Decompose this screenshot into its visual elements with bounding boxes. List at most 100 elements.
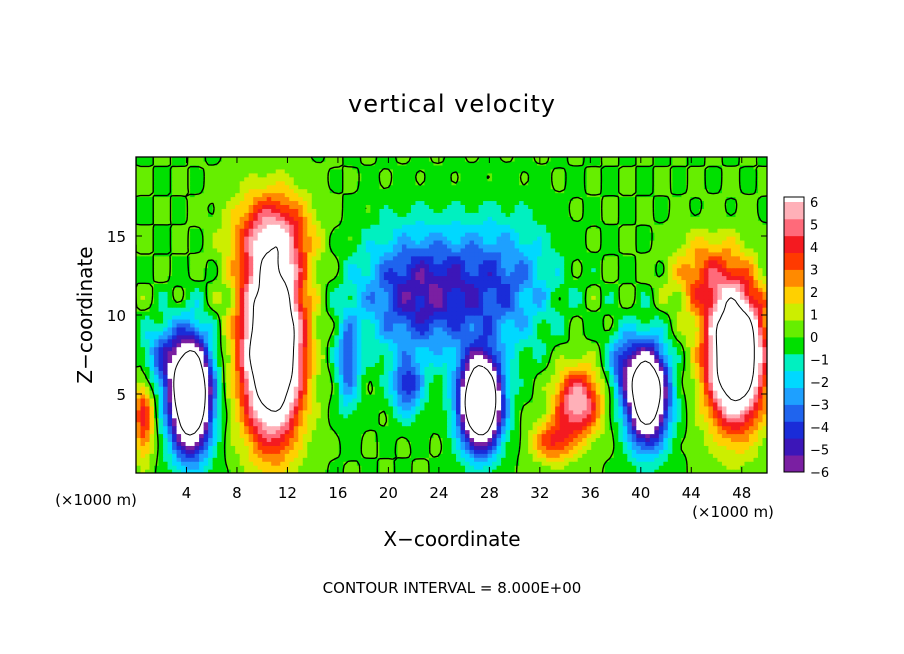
field-cell [573, 394, 578, 399]
field-cell [708, 445, 713, 450]
field-cell [528, 445, 533, 450]
field-cell [537, 386, 542, 391]
field-cell [735, 366, 740, 371]
field-cell [159, 422, 164, 427]
field-cell [699, 406, 704, 411]
field-cell [195, 461, 200, 466]
field-cell [307, 449, 312, 454]
field-cell [352, 402, 357, 407]
field-cell [713, 414, 718, 419]
field-cell [636, 378, 641, 383]
field-cell [600, 457, 605, 462]
field-cell [384, 386, 389, 391]
field-cell [334, 441, 339, 446]
field-cell [168, 430, 173, 435]
field-cell [654, 390, 659, 395]
field-cell [258, 378, 263, 383]
field-cell [537, 351, 542, 356]
field-cell [429, 331, 434, 336]
field-cell [388, 426, 393, 431]
field-cell [208, 382, 213, 387]
field-cell [393, 358, 398, 363]
field-cell [145, 339, 150, 344]
field-cell [307, 402, 312, 407]
field-cell [271, 347, 276, 352]
field-cell [479, 335, 484, 340]
field-cell [343, 355, 348, 360]
field-cell [753, 386, 758, 391]
field-cell [569, 343, 574, 348]
field-cell [452, 441, 457, 446]
field-cell [560, 445, 565, 450]
field-cell [325, 426, 330, 431]
field-cell [645, 347, 650, 352]
field-cell [654, 335, 659, 340]
field-cell [573, 390, 578, 395]
field-cell [578, 426, 583, 431]
field-cell [524, 410, 529, 415]
field-cell [695, 351, 700, 356]
field-cell [668, 430, 673, 435]
field-cell [253, 441, 258, 446]
field-cell [208, 366, 213, 371]
field-cell [226, 366, 231, 371]
field-cell [515, 331, 520, 336]
field-cell [330, 434, 335, 439]
field-cell [195, 382, 200, 387]
field-cell [690, 394, 695, 399]
field-cell [235, 453, 240, 458]
field-cell [267, 441, 272, 446]
field-cell [672, 382, 677, 387]
field-cell [542, 434, 547, 439]
field-cell [587, 355, 592, 360]
field-cell [501, 351, 506, 356]
field-cell [217, 457, 222, 462]
field-cell [136, 410, 141, 415]
field-cell [253, 339, 258, 344]
field-cell [672, 366, 677, 371]
field-cell [524, 331, 529, 336]
field-cell [713, 398, 718, 403]
field-cell [591, 445, 596, 450]
field-cell [542, 351, 547, 356]
field-cell [280, 410, 285, 415]
field-cell [546, 437, 551, 442]
field-cell [420, 410, 425, 415]
field-cell [303, 461, 308, 466]
field-cell [343, 351, 348, 356]
field-cell [172, 335, 177, 340]
field-cell [163, 351, 168, 356]
field-cell [645, 445, 650, 450]
field-cell [587, 418, 592, 423]
field-cell [627, 441, 632, 446]
field-cell [348, 374, 353, 379]
field-cell [321, 343, 326, 348]
field-cell [609, 366, 614, 371]
field-cell [420, 434, 425, 439]
field-cell [650, 449, 655, 454]
field-cell [686, 453, 691, 458]
field-cell [438, 386, 443, 391]
field-cell [190, 390, 195, 395]
field-cell [262, 339, 267, 344]
field-cell [479, 441, 484, 446]
field-cell [704, 457, 709, 462]
field-cell [596, 406, 601, 411]
field-cell [172, 430, 177, 435]
field-cell [208, 386, 213, 391]
field-cell [744, 430, 749, 435]
field-cell [497, 430, 502, 435]
field-cell [262, 410, 267, 415]
field-cell [258, 457, 263, 462]
field-cell [704, 434, 709, 439]
field-cell [271, 351, 276, 356]
field-cell [474, 418, 479, 423]
field-cell [424, 410, 429, 415]
field-cell [240, 382, 245, 387]
field-cell [433, 339, 438, 344]
field-cell [546, 347, 551, 352]
field-cell [379, 355, 384, 360]
field-cell [465, 347, 470, 352]
field-cell [159, 382, 164, 387]
field-cell [542, 339, 547, 344]
